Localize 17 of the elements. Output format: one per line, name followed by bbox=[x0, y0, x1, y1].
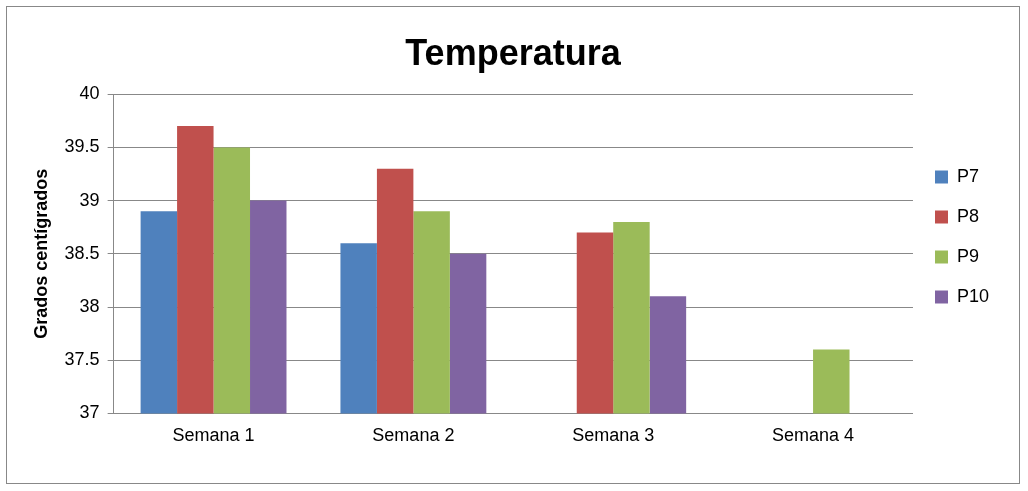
legend-label: P7 bbox=[956, 165, 979, 186]
legend-label: P8 bbox=[956, 205, 979, 226]
legend-label: P9 bbox=[956, 245, 979, 266]
x-tick-label: Semana 4 bbox=[772, 425, 855, 446]
legend-label: P10 bbox=[956, 285, 989, 306]
y-tick-label: 38 bbox=[79, 295, 100, 316]
y-tick-label: 37 bbox=[79, 402, 100, 423]
y-axis-title: Grados centígrados bbox=[30, 168, 51, 339]
x-tick-label: Semana 1 bbox=[172, 425, 255, 446]
y-tick-label: 38.5 bbox=[64, 242, 100, 263]
y-tick-label: 37.5 bbox=[64, 349, 100, 370]
y-tick-label: 39 bbox=[79, 189, 100, 210]
x-tick-label: Semana 3 bbox=[572, 425, 655, 446]
y-tick-label: 40 bbox=[79, 83, 100, 104]
y-tick-label: 39.5 bbox=[64, 136, 100, 157]
chart-title: Temperatura bbox=[405, 31, 622, 73]
x-tick-label: Semana 2 bbox=[372, 425, 455, 446]
